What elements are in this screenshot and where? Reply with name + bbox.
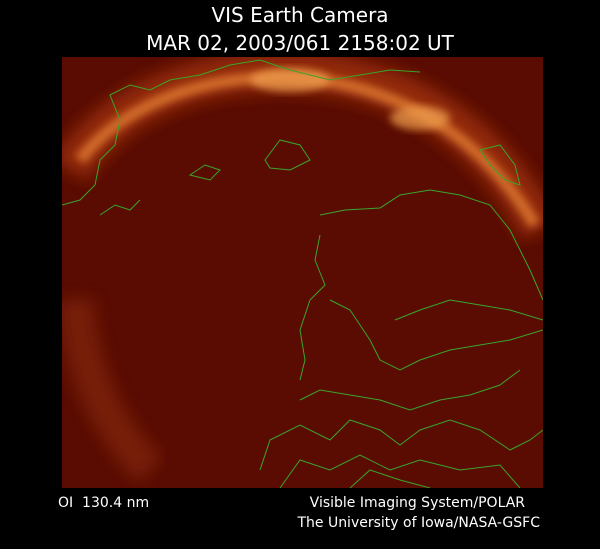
credit-line: The University of Iowa/NASA-GSFC	[296, 515, 540, 531]
coastlines	[62, 59, 543, 488]
camera-image	[62, 57, 543, 488]
aurora-bright-spot	[250, 68, 330, 92]
aurora-faint-arc	[62, 298, 163, 483]
aurora-bright-spot	[390, 106, 450, 130]
subtitle: MAR 02, 2003/061 2158:02 UT	[146, 31, 455, 55]
credit-line: Visible Imaging System/POLAR	[310, 495, 526, 511]
filter-label: OI 130.4 nm	[58, 495, 149, 511]
title: VIS Earth Camera	[211, 3, 388, 27]
